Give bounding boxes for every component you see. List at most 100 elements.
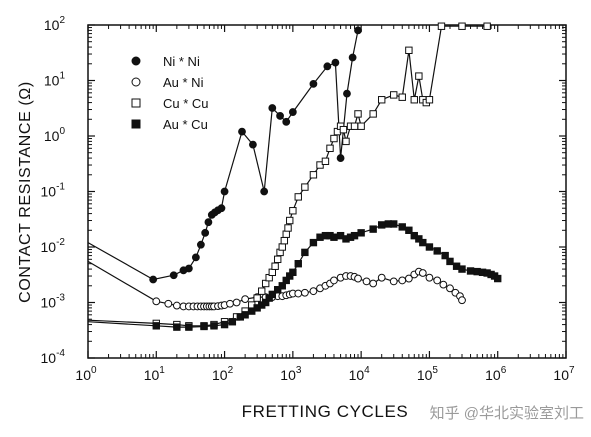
axis-ticks: 100 101 102 103 104 105 106 107 10-4 10-3 10-2 10-1… [41, 15, 575, 383]
data-point [184, 264, 193, 273]
data-point [258, 287, 266, 295]
x-tick-label: 101 [144, 365, 166, 383]
data-point [398, 93, 406, 101]
data-point [354, 274, 362, 283]
data-point [271, 262, 279, 270]
data-point [278, 243, 286, 251]
y-tick-label: 101 [44, 71, 66, 89]
data-point [294, 193, 302, 201]
data-point [336, 154, 345, 162]
data-point [289, 268, 297, 277]
series-1 [87, 260, 466, 311]
data-point [210, 322, 218, 330]
y-axis-label: CONTACT RESISTANCE (Ω) [17, 81, 34, 303]
data-point [350, 122, 359, 130]
data-point [405, 226, 413, 234]
data-point [268, 104, 277, 112]
data-point [458, 265, 466, 273]
data-point [357, 229, 365, 237]
data-point [330, 134, 338, 143]
series-2 [87, 22, 491, 330]
data-point [398, 276, 407, 285]
data-point [425, 273, 434, 282]
data-point [268, 290, 277, 299]
data-point [253, 294, 261, 302]
data-point [330, 233, 338, 241]
data-point [321, 157, 330, 166]
data-point [354, 110, 362, 118]
data-point [278, 282, 286, 290]
data-point [284, 224, 292, 232]
legend-marker [131, 98, 141, 108]
legend-label: Au * Ni [163, 75, 204, 90]
x-tick-label: 102 [212, 365, 234, 383]
y-tick-label: 10-1 [41, 182, 66, 200]
data-point [282, 230, 290, 238]
data-point [249, 140, 257, 149]
legend-label: Au * Cu [163, 117, 208, 132]
data-point [173, 323, 181, 331]
data-point [377, 96, 386, 104]
data-point [466, 267, 475, 275]
data-point [418, 269, 427, 277]
data-point [201, 228, 210, 237]
data-point [309, 287, 318, 296]
y-tick-label: 102 [44, 15, 66, 33]
data-point [415, 72, 423, 80]
data-point [316, 161, 324, 169]
data-point [238, 127, 246, 136]
data-point [369, 279, 378, 288]
data-point [289, 207, 297, 215]
data-point [323, 62, 332, 71]
legend-label: Ni * Ni [163, 54, 200, 69]
data-point [437, 22, 446, 30]
data-point [152, 322, 160, 330]
data-point [309, 171, 318, 179]
data-point [241, 311, 249, 319]
data-point [405, 46, 413, 55]
y-tick-label: 100 [44, 126, 66, 144]
x-tick-label: 105 [417, 365, 439, 383]
data-point [458, 296, 466, 305]
data-point [326, 144, 334, 153]
data-point [204, 218, 213, 227]
data-point [343, 89, 351, 98]
data-point [172, 301, 181, 310]
y-tick-label: 10-2 [41, 237, 66, 255]
legend-marker [131, 119, 141, 129]
data-point [389, 277, 398, 286]
data-point [369, 225, 377, 233]
data-point [280, 236, 289, 245]
data-point [433, 276, 442, 285]
data-point [339, 125, 348, 134]
data-point [446, 284, 454, 293]
legend-marker [131, 56, 141, 66]
data-point [350, 231, 359, 240]
data-series [87, 22, 502, 331]
data-point [415, 235, 423, 243]
data-point [260, 187, 269, 196]
data-point [282, 117, 291, 126]
data-point [149, 275, 158, 284]
data-point [433, 247, 441, 255]
data-point [241, 295, 250, 304]
data-point [342, 137, 350, 146]
data-point [348, 53, 357, 62]
x-tick-label: 106 [485, 365, 507, 383]
data-point [309, 238, 318, 247]
data-point [200, 322, 208, 331]
data-point [185, 323, 193, 331]
data-point [398, 223, 406, 231]
legend-marker [131, 77, 141, 87]
data-point [294, 289, 303, 298]
data-point [228, 318, 237, 326]
data-point [268, 268, 277, 277]
legend-label: Cu * Cu [163, 96, 209, 111]
data-point [286, 216, 294, 225]
x-axis-label: FRETTING CYCLES [242, 402, 409, 421]
x-tick-label: 103 [280, 365, 302, 383]
data-point [309, 79, 318, 88]
data-point [330, 276, 338, 285]
series-0 [87, 26, 362, 284]
